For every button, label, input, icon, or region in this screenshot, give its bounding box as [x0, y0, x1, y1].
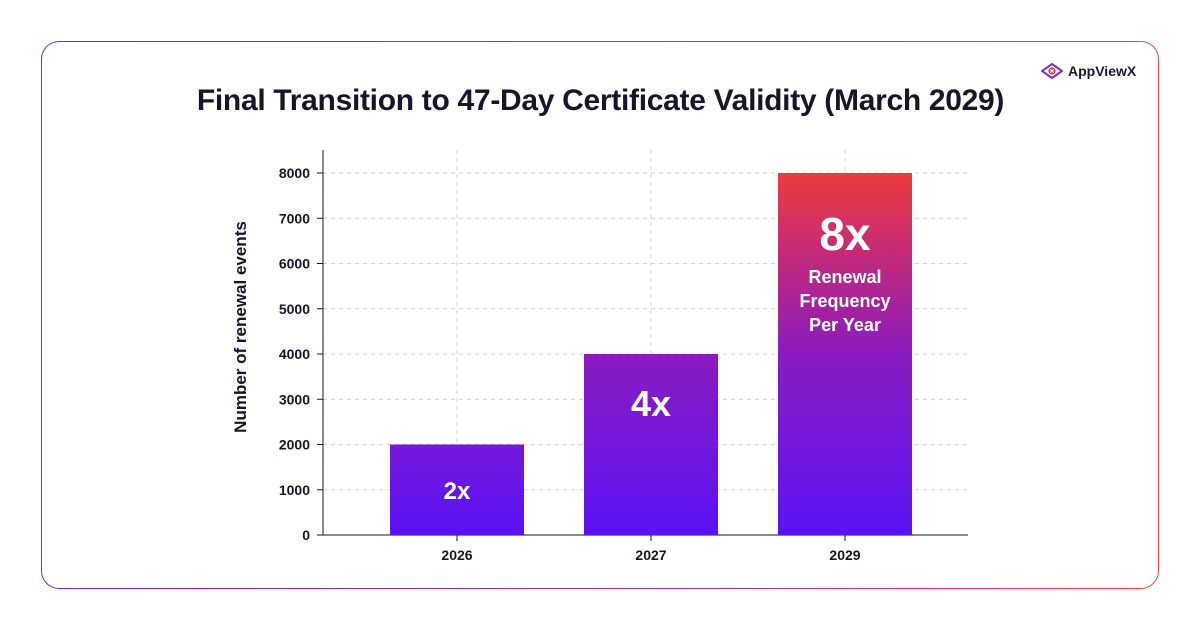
y-tick-label: 6000 — [279, 256, 310, 272]
y-tick-label: 5000 — [279, 301, 310, 317]
y-axis-title: Number of renewal events — [231, 221, 250, 433]
x-tick-label: 2026 — [441, 547, 472, 563]
bar-2029 — [778, 173, 912, 535]
x-tick-label: 2027 — [635, 547, 666, 563]
x-tick-label: 2029 — [829, 547, 860, 563]
appviewx-logo-icon — [1041, 63, 1063, 79]
bar-data-label: 2x — [444, 478, 471, 505]
bar-2027 — [584, 354, 718, 535]
brand-name: AppViewX — [1068, 63, 1137, 79]
y-tick-label: 2000 — [279, 437, 310, 453]
bar-data-label: 4x — [631, 383, 671, 424]
y-tick-label: 8000 — [279, 165, 310, 181]
y-tick-label: 4000 — [279, 346, 310, 362]
bar-data-label: 8x — [819, 208, 871, 260]
bar-annotation-line: Renewal — [808, 267, 881, 287]
y-tick-label: 7000 — [279, 210, 310, 226]
y-tick-label: 1000 — [279, 482, 310, 498]
y-tick-label: 3000 — [279, 391, 310, 407]
chart-title: Final Transition to 47-Day Certificate V… — [196, 84, 1005, 117]
bar-annotation-line: Frequency — [799, 291, 890, 311]
bar-annotation-line: Per Year — [809, 315, 881, 335]
bar-2026 — [390, 444, 524, 535]
brand-logo: AppViewX — [1041, 60, 1136, 82]
y-tick-label: 0 — [302, 527, 310, 543]
